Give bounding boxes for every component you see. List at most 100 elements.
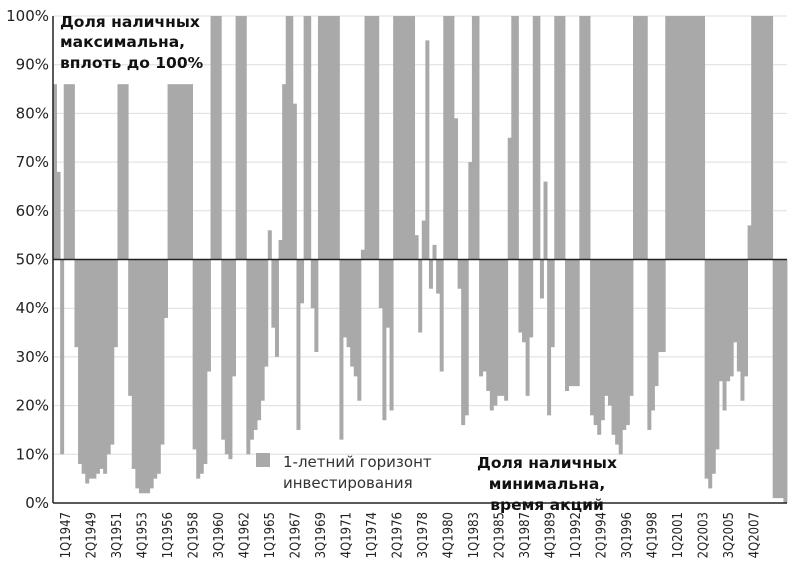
bar [343, 259, 347, 338]
y-tick-label: 60% [16, 202, 49, 220]
bar [300, 259, 305, 304]
bar [246, 259, 251, 455]
bar [292, 103, 297, 260]
bar [396, 16, 401, 260]
legend-swatch [256, 453, 270, 467]
bar [375, 16, 380, 260]
bar [217, 16, 222, 260]
x-tick-labels: 1Q1947 2Q1949 3Q1951 4Q1953 1Q1956 2Q1958 3Q19… [59, 512, 762, 558]
bar [658, 259, 663, 353]
bar [185, 84, 190, 260]
bar [393, 16, 398, 260]
bar [579, 16, 584, 260]
bar [99, 259, 104, 469]
bar [131, 259, 136, 469]
bar [693, 16, 698, 260]
bar [400, 16, 405, 260]
bar [532, 16, 537, 260]
bar [81, 259, 86, 474]
bar [67, 84, 72, 260]
bar [654, 259, 659, 387]
bar [418, 259, 423, 333]
bar [457, 259, 462, 289]
bar [715, 259, 720, 450]
bar-series [53, 16, 788, 503]
bar [353, 259, 358, 377]
x-tick-label: 2Q1958 [186, 512, 201, 558]
bar [633, 16, 638, 260]
bar [539, 259, 544, 299]
bar [443, 16, 448, 260]
bar [514, 16, 519, 260]
bar [178, 84, 183, 260]
bar [224, 259, 229, 455]
bar [729, 259, 734, 377]
bar [679, 16, 684, 260]
bar [110, 259, 115, 445]
bar [192, 259, 197, 450]
bar [593, 259, 598, 426]
bar [650, 259, 655, 411]
bar [783, 259, 788, 503]
bar [289, 16, 294, 260]
bar [56, 171, 61, 260]
annotation-bottom-line-2: минимальна, [489, 475, 605, 493]
bar [368, 16, 373, 260]
bar [504, 259, 509, 401]
bar [772, 259, 777, 499]
bar [414, 235, 419, 260]
bar [683, 16, 688, 260]
bar [600, 259, 605, 421]
bar [228, 259, 233, 460]
bar [701, 16, 706, 260]
annotation-top-line-3: вплоть до 100% [60, 54, 204, 72]
x-tick-label: 3Q1978 [416, 512, 431, 558]
y-tick-label: 20% [16, 397, 49, 415]
bar [63, 84, 68, 260]
bar [350, 259, 355, 367]
y-tick-label: 30% [16, 348, 49, 366]
bar [70, 84, 75, 260]
y-tick-labels: 0% 10% 20% 30% 40% 50% 60% 70% 80% 90% 100% [6, 7, 49, 512]
bar [647, 259, 652, 430]
x-tick-label: 4Q2007 [747, 512, 762, 558]
legend-label-line-1: 1-летний горизонт [283, 453, 432, 471]
x-tick-label: 1Q2001 [671, 512, 686, 558]
bar [754, 16, 759, 260]
x-tick-label: 3Q2005 [722, 512, 737, 558]
bar [385, 259, 390, 328]
bar [411, 16, 416, 260]
bar [78, 259, 83, 465]
bar [206, 259, 211, 372]
bar [618, 259, 623, 455]
bar [686, 16, 691, 260]
bar [189, 84, 194, 260]
bar [500, 259, 505, 396]
bar [153, 259, 158, 479]
bar [257, 259, 262, 421]
bar [611, 259, 616, 435]
bar [436, 259, 441, 294]
bar [74, 259, 79, 348]
bar [439, 259, 444, 372]
bar [85, 259, 90, 484]
bar [260, 259, 265, 401]
bar [425, 40, 430, 260]
bar [174, 84, 179, 260]
x-tick-label: 1Q1974 [365, 512, 380, 558]
y-tick-label: 90% [16, 56, 49, 74]
bar [547, 259, 552, 416]
bar [378, 259, 383, 309]
bar [317, 16, 322, 260]
x-tick-label: 2Q1985 [492, 512, 507, 558]
bar [718, 259, 723, 382]
bar [496, 259, 501, 396]
x-tick-label: 3Q1969 [314, 512, 329, 558]
bar [582, 16, 587, 260]
bar [164, 259, 168, 318]
y-tick-label: 10% [16, 445, 49, 463]
bar [432, 244, 437, 260]
bar [124, 84, 129, 260]
bar [744, 259, 749, 377]
axes [52, 16, 787, 504]
